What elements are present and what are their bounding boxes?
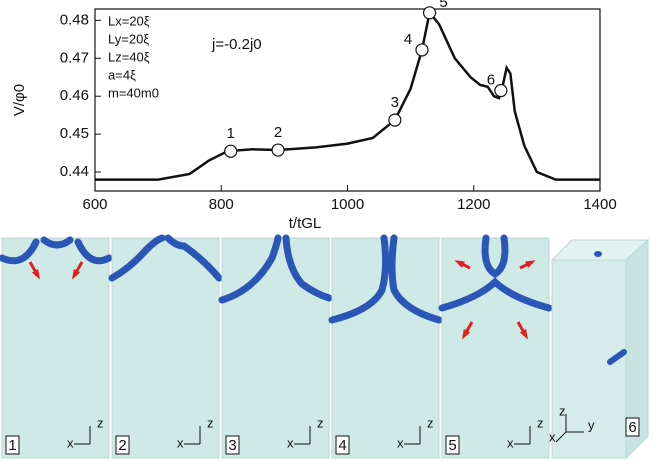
- axis-letter: x: [397, 435, 404, 450]
- vortex: [108, 234, 223, 282]
- vortex: [328, 234, 443, 324]
- y-axis-label: V/φ0: [11, 84, 28, 116]
- vortex: [0, 236, 113, 265]
- parameter: m=40m0: [108, 85, 159, 100]
- marker: [415, 43, 429, 57]
- axis-letter: x: [177, 435, 184, 450]
- marker: [422, 6, 437, 20]
- panel-label: 4: [338, 437, 346, 454]
- arrow-head: [454, 260, 465, 268]
- parameter: Ly=20ξ: [108, 31, 149, 46]
- x-tick-label: 1200: [457, 196, 490, 213]
- marker-label: 2: [274, 124, 282, 141]
- panel-bg: [1, 237, 110, 459]
- plot-frame: [94, 8, 601, 192]
- data-line: [95, 9, 600, 181]
- panel-bg: [221, 237, 330, 459]
- parameter: Lx=20ξ: [108, 13, 150, 28]
- vortex: [218, 234, 333, 304]
- panel: z x 1: [0, 236, 113, 459]
- current-label: j=-0.2j0: [211, 36, 262, 53]
- parameter: a=4ξ: [108, 67, 136, 82]
- label-box: [625, 417, 640, 437]
- label-box: [115, 435, 130, 455]
- panel: zx y 6: [549, 238, 650, 460]
- marker: [271, 143, 285, 157]
- axis-x: [555, 431, 567, 443]
- panel: z x 2: [108, 234, 223, 459]
- axis-letter: x: [549, 429, 556, 444]
- marker-label: 5: [439, 0, 447, 11]
- marker: [494, 83, 508, 98]
- panel-label: 5: [448, 437, 456, 454]
- label-box: [335, 435, 350, 455]
- vortex: [607, 349, 627, 365]
- arrow-head: [462, 329, 471, 340]
- axis-letter: z: [559, 403, 566, 418]
- y-tick-label: 0.47: [60, 49, 89, 66]
- y-tick-label: 0.44: [60, 163, 89, 180]
- arrow-head: [519, 329, 528, 340]
- x-tick-label: 800: [209, 196, 234, 213]
- panel: z x 3: [218, 234, 333, 459]
- y-tick-label: 0.45: [60, 125, 89, 142]
- parameter: Lz=40ξ: [108, 49, 150, 64]
- box-side: [625, 238, 649, 460]
- marker: [224, 144, 238, 158]
- marker-label: 4: [404, 31, 412, 48]
- panel-label: 1: [8, 437, 16, 454]
- vortex: [438, 234, 553, 312]
- axis-letter: z: [97, 415, 104, 430]
- arrow-head: [525, 260, 536, 268]
- arrow-head: [31, 269, 40, 280]
- x-tick-label: 1400: [583, 196, 616, 213]
- axis-letter: z: [207, 415, 214, 430]
- marker-label: 3: [391, 94, 399, 111]
- panel-label: 2: [118, 437, 126, 454]
- marker: [388, 113, 402, 127]
- x-axis-label: t/tGL: [289, 215, 322, 232]
- axis-letter: x: [287, 435, 294, 450]
- label-box: [445, 435, 460, 455]
- panel: z x 4: [328, 234, 443, 459]
- panel-bg: [111, 237, 220, 459]
- axis-letter: z: [317, 415, 324, 430]
- vortex: [594, 251, 602, 257]
- label-box: [5, 435, 20, 455]
- y-tick-label: 0.46: [60, 87, 89, 104]
- marker-label: 1: [227, 125, 235, 142]
- x-tick-label: 600: [82, 196, 107, 213]
- panel-label: 3: [228, 437, 236, 454]
- axis-letter: z: [427, 415, 434, 430]
- y-tick-label: 0.48: [60, 11, 89, 28]
- panel-label: 6: [628, 419, 636, 436]
- marker-label: 6: [487, 71, 495, 88]
- axis-letter: x: [507, 435, 514, 450]
- label-box: [225, 435, 240, 455]
- axis-letter: x: [67, 435, 74, 450]
- arrow-head: [72, 269, 81, 280]
- axis-letter: z: [537, 415, 544, 430]
- axis-letter: y: [588, 417, 595, 432]
- x-tick-label: 1000: [331, 196, 364, 213]
- panel: zx5: [438, 234, 553, 459]
